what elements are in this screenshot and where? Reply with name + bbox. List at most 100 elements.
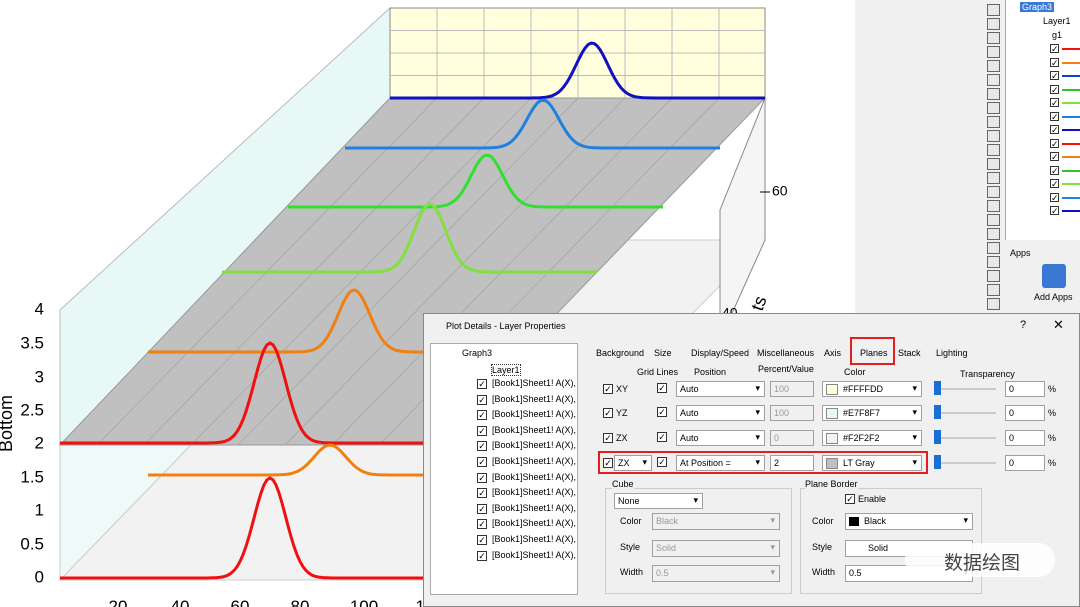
value-input[interactable]: 100	[770, 405, 814, 421]
checkbox[interactable]	[477, 472, 487, 483]
color-select[interactable]: LT Gray	[822, 455, 922, 471]
toolbar-icon[interactable]	[987, 298, 1000, 310]
slider-thumb[interactable]	[934, 430, 941, 444]
slider-thumb[interactable]	[934, 405, 941, 419]
tree-item[interactable]: [Book1]Sheet1! A(X),	[492, 409, 577, 420]
toolbar-icon[interactable]	[987, 32, 1000, 44]
checkbox[interactable]	[477, 519, 487, 530]
tree-group[interactable]: g1	[1052, 30, 1063, 40]
checkbox[interactable]	[1050, 206, 1059, 215]
toolbar-icon[interactable]	[987, 18, 1000, 30]
checkbox[interactable]	[657, 432, 667, 442]
color-select[interactable]: #E7F8F7	[822, 405, 922, 421]
toolbar-icon[interactable]	[987, 116, 1000, 128]
tree-item[interactable]: [Book1]Sheet1! A(X),	[492, 502, 577, 513]
border-color-select[interactable]: Black	[845, 513, 973, 530]
checkbox[interactable]	[1050, 125, 1059, 134]
checkbox[interactable]	[477, 425, 487, 436]
color-select[interactable]: #FFFFDD	[822, 381, 922, 397]
tab[interactable]: Stack	[898, 348, 921, 358]
checkbox[interactable]	[477, 457, 487, 467]
value-input[interactable]: 100	[770, 381, 814, 397]
checkbox[interactable]	[1050, 179, 1059, 188]
toolbar-icon[interactable]	[987, 214, 1000, 226]
tree-item[interactable]: [Book1]Sheet1! A(X),	[492, 471, 577, 482]
position-select[interactable]: Auto	[676, 430, 765, 446]
tab[interactable]: Display/Speed	[691, 348, 750, 358]
color-select[interactable]: #F2F2F2	[822, 430, 922, 446]
checkbox[interactable]	[1050, 44, 1059, 53]
toolbar-icon[interactable]	[987, 158, 1000, 170]
checkbox[interactable]	[1050, 84, 1059, 94]
checkbox[interactable]	[477, 503, 487, 514]
position-select[interactable]: At Position =	[676, 455, 765, 471]
position-select[interactable]: Auto	[676, 381, 765, 397]
checkbox[interactable]	[1050, 57, 1059, 67]
plane-select[interactable]: ZX	[614, 455, 652, 471]
tab[interactable]: Background	[596, 348, 645, 358]
value-input[interactable]: 0	[770, 430, 814, 446]
position-select[interactable]: Auto	[676, 405, 765, 421]
add-apps-label[interactable]: Add Apps	[1034, 292, 1073, 302]
dialog-tree-layer[interactable]: Layer1	[491, 364, 521, 376]
tree-item[interactable]: [Book1]Sheet1! A(X),	[492, 424, 577, 435]
toolbar-icon[interactable]	[987, 270, 1000, 282]
checkbox[interactable]	[657, 407, 667, 417]
add-apps-icon[interactable]	[1042, 264, 1066, 288]
tab[interactable]: Miscellaneous	[757, 348, 815, 358]
tree-item[interactable]: [Book1]Sheet1! A(X),	[492, 534, 577, 544]
checkbox[interactable]	[1050, 192, 1059, 202]
checkbox[interactable]	[603, 433, 613, 443]
toolbar-icon[interactable]	[987, 102, 1000, 114]
tree-item[interactable]: [Book1]Sheet1! A(X),	[492, 518, 577, 529]
tree-item[interactable]: [Book1]Sheet1! A(X),	[492, 549, 577, 560]
checkbox[interactable]	[477, 379, 487, 389]
checkbox[interactable]	[603, 408, 613, 418]
close-button[interactable]: ✕	[1053, 317, 1064, 332]
checkbox[interactable]	[603, 384, 613, 394]
slider-thumb[interactable]	[934, 381, 941, 395]
checkbox[interactable]	[1050, 165, 1059, 175]
toolbar-icon[interactable]	[987, 88, 1000, 100]
toolbar-icon[interactable]	[987, 228, 1000, 240]
transparency-input[interactable]: 0	[1005, 455, 1045, 471]
tree-item[interactable]: [Book1]Sheet1! A(X),	[492, 456, 577, 466]
tree-item[interactable]: [Book1]Sheet1! A(X),	[492, 378, 577, 388]
tree-layer[interactable]: Layer1	[1043, 16, 1071, 26]
checkbox[interactable]	[477, 441, 487, 452]
checkbox[interactable]	[1050, 152, 1059, 161]
tab[interactable]: Size	[654, 348, 672, 358]
toolbar-icon[interactable]	[987, 172, 1000, 184]
tree-item[interactable]: [Book1]Sheet1! A(X),	[492, 393, 577, 404]
transparency-input[interactable]: 0	[1005, 381, 1045, 397]
tab[interactable]: Lighting	[936, 348, 968, 358]
help-button[interactable]: ?	[1020, 319, 1027, 331]
transparency-input[interactable]: 0	[1005, 430, 1045, 446]
checkbox[interactable]	[477, 488, 487, 499]
tab[interactable]: Axis	[824, 348, 842, 358]
toolbar-icon[interactable]	[987, 130, 1000, 142]
toolbar-icon[interactable]	[987, 74, 1000, 86]
checkbox[interactable]	[1050, 111, 1059, 121]
toolbar-icon[interactable]	[987, 186, 1000, 198]
checkbox[interactable]	[1050, 138, 1059, 148]
toolbar-icon[interactable]	[987, 4, 1000, 16]
transparency-input[interactable]: 0	[1005, 405, 1045, 421]
checkbox[interactable]	[477, 550, 487, 561]
toolbar-icon[interactable]	[987, 200, 1000, 212]
slider-thumb[interactable]	[934, 455, 941, 469]
checkbox[interactable]	[477, 410, 487, 421]
tree-item[interactable]: [Book1]Sheet1! A(X),	[492, 440, 577, 451]
toolbar-icon[interactable]	[987, 144, 1000, 156]
toolbar-icon[interactable]	[987, 46, 1000, 58]
dialog-tree-root[interactable]: Graph3	[462, 348, 493, 358]
checkbox[interactable]	[477, 394, 487, 405]
checkbox[interactable]	[1050, 71, 1059, 80]
checkbox[interactable]	[657, 383, 667, 393]
tree-root[interactable]: Graph3	[1020, 2, 1055, 12]
tab[interactable]: Planes	[860, 348, 888, 358]
cube-select[interactable]: None	[614, 493, 703, 509]
checkbox[interactable]	[845, 494, 855, 504]
checkbox[interactable]	[1050, 98, 1059, 107]
toolbar-icon[interactable]	[987, 256, 1000, 268]
